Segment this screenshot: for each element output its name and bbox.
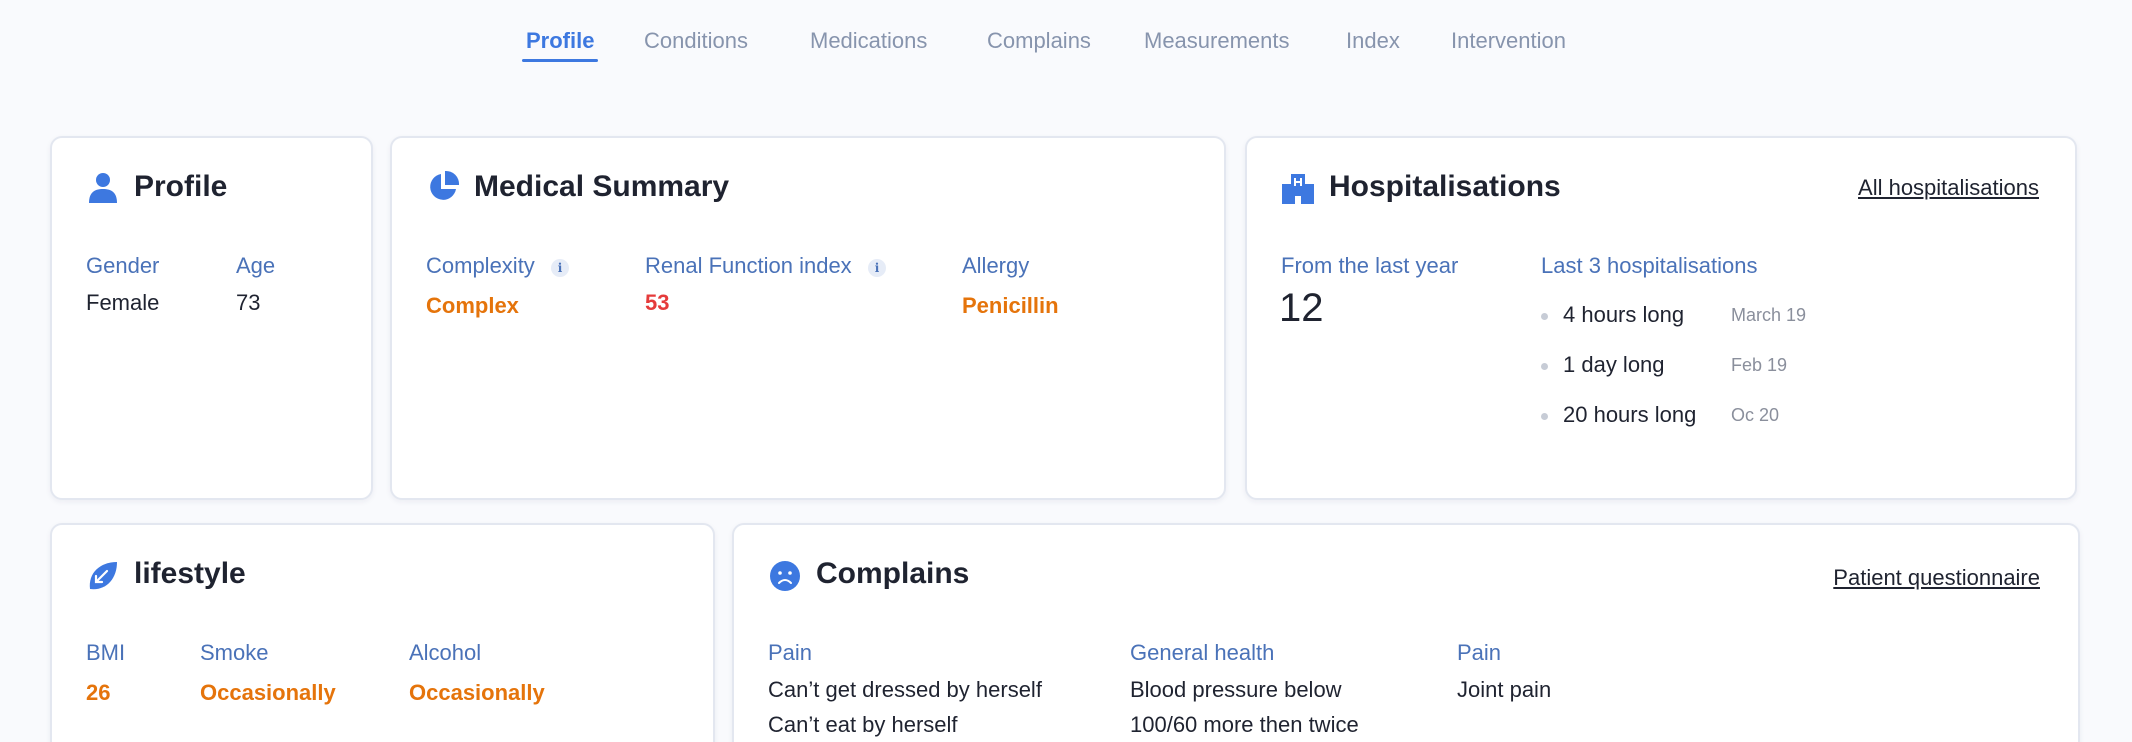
bullet (1541, 413, 1548, 420)
allergy-label: Allergy (962, 253, 1030, 278)
age-value: 73 (236, 290, 261, 315)
sad-face-icon (770, 561, 800, 591)
last-year-count: 12 (1279, 286, 1324, 330)
age-label: Age (236, 253, 276, 278)
renal-function-value: 53 (645, 290, 670, 315)
bullet (1541, 363, 1548, 370)
complain-category-label: Pain (768, 640, 813, 665)
hospitalisation-date: Oc 20 (1731, 405, 1780, 425)
leaf-icon (89, 562, 117, 590)
complains-card: Complains Patient questionnaire Pain Can… (732, 523, 2080, 742)
alcohol-label: Alcohol (409, 640, 482, 665)
hospitalisation-duration: 1 day long (1563, 352, 1665, 377)
complexity-value: Complex (426, 293, 519, 318)
complain-item: Can’t get dressed by herself (768, 677, 1042, 702)
hospitalisations-card: Hospitalisations All hospitalisations Fr… (1245, 136, 2077, 500)
all-hospitalisations-link[interactable]: All hospitalisations (1858, 175, 2039, 200)
medical-summary-card: Medical Summary Complexity i Complex Ren… (390, 136, 1226, 500)
last-3-label: Last 3 hospitalisations (1541, 253, 1758, 278)
bmi-label: BMI (86, 640, 126, 665)
card-title: Hospitalisations (1329, 170, 1561, 203)
profile-card: Profile Gender Female Age 73 (50, 136, 373, 500)
gender-value: Female (86, 290, 160, 315)
gender-label: Gender (86, 253, 160, 278)
tab-measurements[interactable]: Measurements (1144, 28, 1290, 53)
complain-category-label: Pain (1457, 640, 1502, 665)
tab-label: Profile (526, 28, 595, 53)
complain-item: Joint pain (1457, 677, 1552, 702)
card-title: Profile (134, 170, 228, 203)
tab-profile[interactable]: Profile (522, 28, 599, 62)
hospitalisation-duration: 4 hours long (1563, 302, 1685, 327)
person-icon (89, 173, 117, 203)
hospitalisation-duration: 20 hours long (1563, 402, 1697, 427)
info-icon[interactable]: i (868, 259, 886, 277)
pie-chart-icon (430, 170, 460, 200)
bmi-value: 26 (86, 680, 111, 705)
active-tab-indicator (522, 59, 599, 62)
tab-medications[interactable]: Medications (810, 28, 928, 53)
hospital-icon (1282, 174, 1314, 204)
complain-item: 100/60 more then twice (1130, 712, 1359, 737)
info-icon[interactable]: i (551, 259, 569, 277)
hospitalisation-date: March 19 (1731, 305, 1807, 325)
complain-category-label: General health (1130, 640, 1275, 665)
tab-conditions[interactable]: Conditions (644, 28, 748, 53)
bullet (1541, 313, 1548, 320)
complain-item: Can’t eat by herself (768, 712, 958, 737)
renal-function-label: Renal Function index (645, 253, 852, 278)
complain-item: Blood pressure below (1130, 677, 1342, 702)
card-title: lifestyle (134, 557, 246, 590)
smoke-value: Occasionally (200, 680, 336, 705)
card-title: Medical Summary (474, 170, 730, 203)
hospitalisation-date: Feb 19 (1731, 355, 1788, 375)
tab-intervention[interactable]: Intervention (1451, 28, 1566, 53)
complexity-label: Complexity (426, 253, 535, 278)
tab-complains[interactable]: Complains (987, 28, 1091, 53)
alcohol-value: Occasionally (409, 680, 545, 705)
lifestyle-card: lifestyle BMI 26 Smoke Occasionally Alco… (50, 523, 715, 742)
last-year-label: From the last year (1281, 253, 1459, 278)
tab-index[interactable]: Index (1346, 28, 1400, 53)
tab-bar: Profile Conditions Medications Complains… (0, 28, 2132, 68)
smoke-label: Smoke (200, 640, 269, 665)
allergy-value: Penicillin (962, 293, 1059, 318)
patient-questionnaire-link[interactable]: Patient questionnaire (1833, 565, 2040, 590)
card-title: Complains (816, 557, 970, 590)
